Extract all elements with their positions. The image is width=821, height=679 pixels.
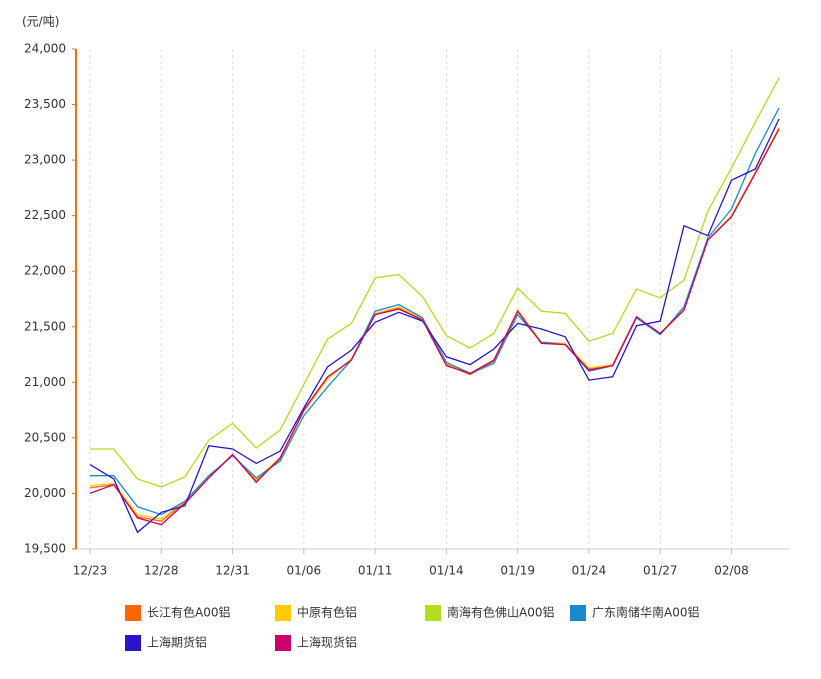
x-tick-label: 01/27	[643, 564, 678, 578]
y-tick-label: 24,000	[24, 42, 66, 56]
legend-label: 长江有色A00铝	[147, 605, 230, 620]
y-tick-label: 21,000	[24, 375, 66, 389]
legend-label: 上海现货铝	[297, 635, 357, 650]
x-tick-label: 01/24	[572, 564, 607, 578]
legend-label: 中原有色铝	[297, 605, 357, 620]
x-tick-label: 01/19	[500, 564, 535, 578]
series-line	[90, 77, 780, 488]
x-tick-label: 12/28	[144, 564, 179, 578]
series-line	[89, 127, 780, 522]
y-tick-label: 23,000	[24, 153, 66, 167]
y-tick-label: 19,500	[24, 542, 66, 556]
y-tick-label: 20,500	[24, 430, 66, 444]
x-tick-label: 12/23	[73, 564, 108, 578]
x-tick-label: 01/14	[429, 564, 464, 578]
series-line	[90, 107, 780, 516]
x-tick-label: 01/06	[287, 564, 322, 578]
y-tick-label: 23,500	[24, 97, 66, 111]
legend-label: 南海有色佛山A00铝	[447, 605, 554, 620]
legend-label: 上海期货铝	[147, 635, 207, 650]
x-tick-label: 12/31	[215, 564, 250, 578]
y-tick-label: 21,500	[24, 319, 66, 333]
y-tick-label: 22,000	[24, 264, 66, 278]
legend-label: 广东南储华南A00铝	[592, 605, 699, 620]
legend-swatch	[125, 635, 141, 651]
x-tick-label: 01/11	[358, 564, 393, 578]
y-tick-label: 20,000	[24, 486, 66, 500]
legend-swatch	[425, 605, 441, 621]
series-line	[89, 127, 780, 520]
legend-swatch	[125, 605, 141, 621]
y-unit: (元/吨)	[22, 15, 59, 29]
legend-swatch	[275, 635, 291, 651]
x-tick-label: 02/08	[714, 564, 749, 578]
legend-swatch	[275, 605, 291, 621]
series-line	[89, 118, 780, 534]
legend-swatch	[570, 605, 586, 621]
series-line	[89, 128, 780, 526]
y-tick-label: 22,500	[24, 208, 66, 222]
